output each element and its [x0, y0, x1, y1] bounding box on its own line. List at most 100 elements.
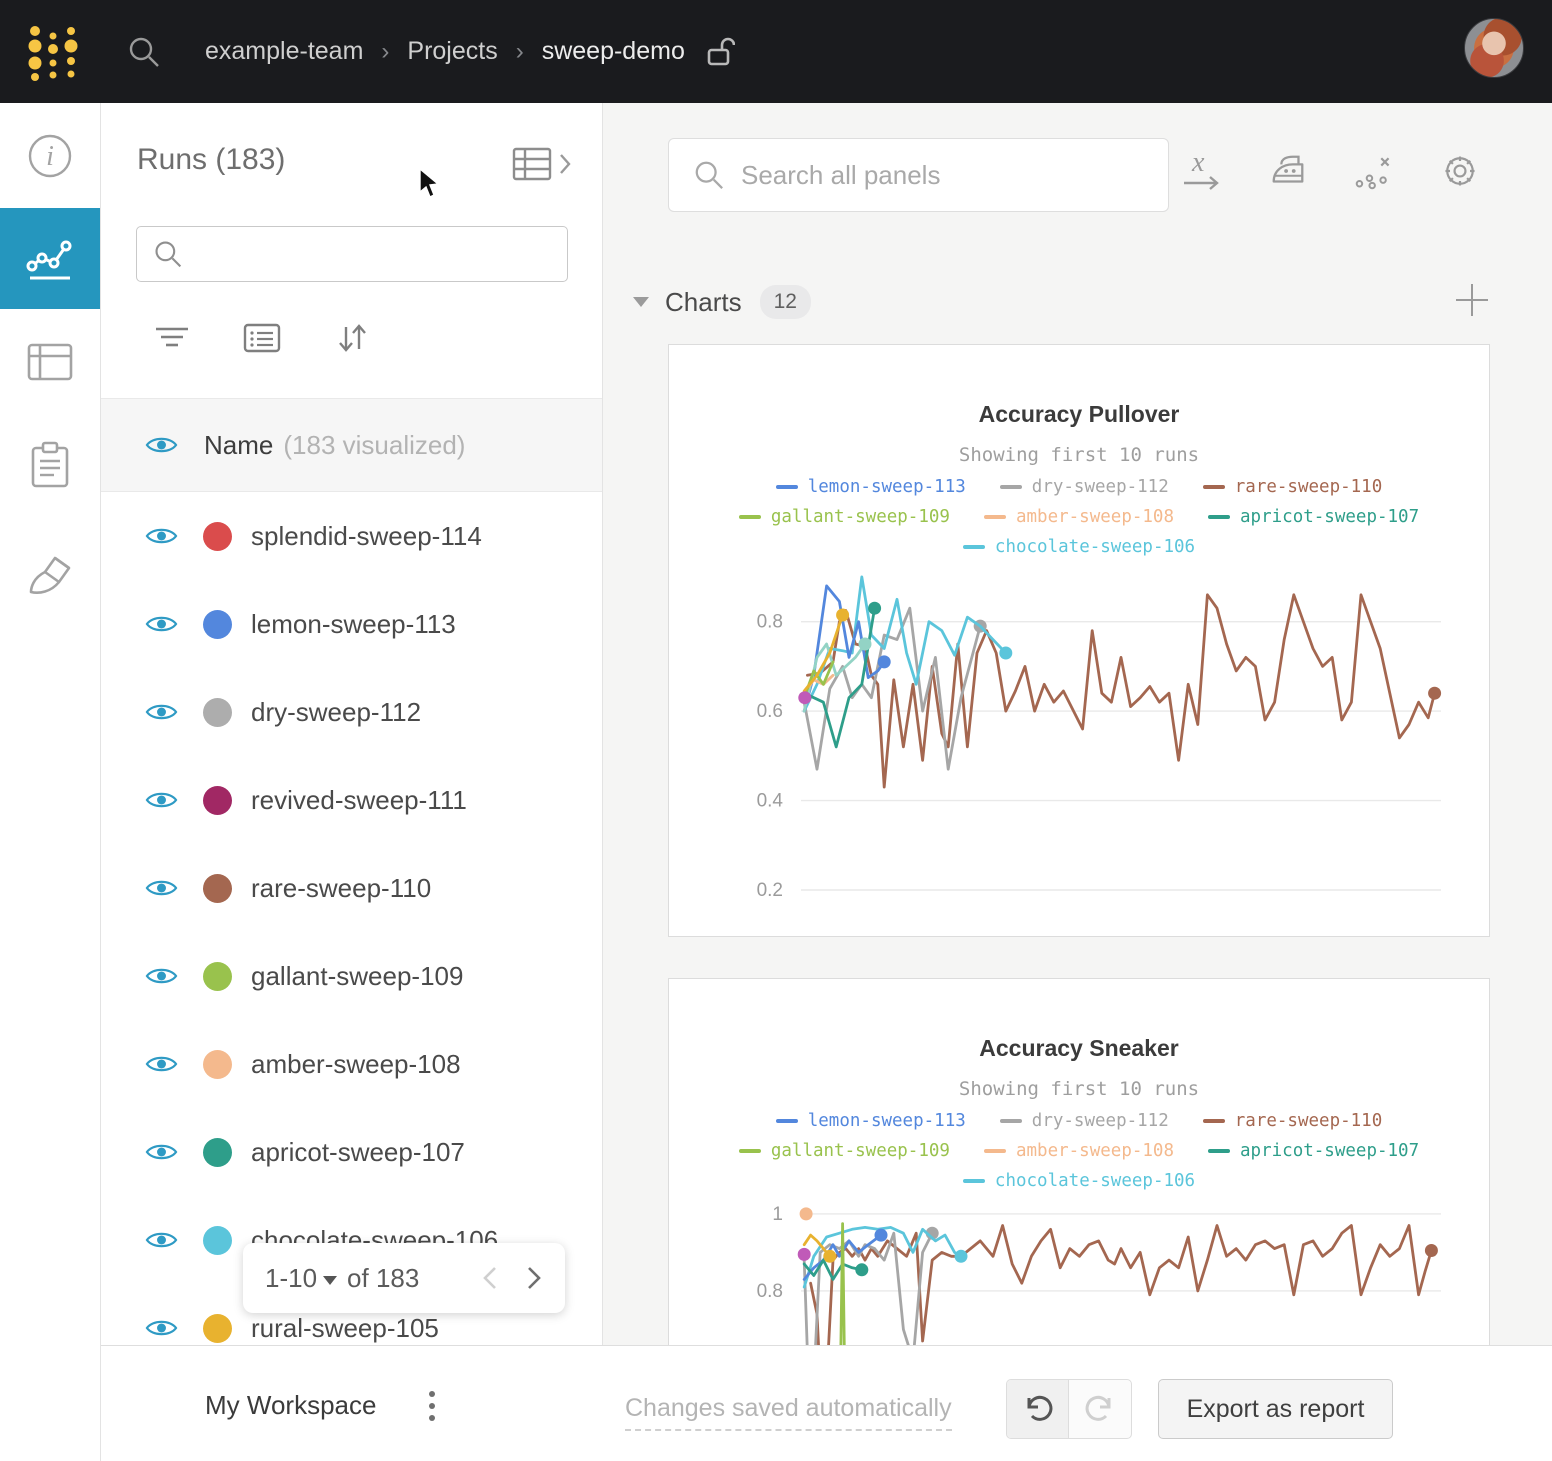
run-name[interactable]: splendid-sweep-114 [251, 520, 482, 551]
wandb-logo[interactable] [27, 23, 79, 81]
rail-item-sweeps[interactable] [0, 525, 100, 626]
legend-item[interactable]: amber-sweep-108 [983, 1138, 1175, 1164]
legend-item[interactable]: rare-sweep-110 [1202, 1108, 1382, 1134]
eye-icon[interactable] [145, 1053, 178, 1075]
legend-item[interactable]: chocolate-sweep-106 [962, 1168, 1196, 1194]
kebab-menu-button[interactable] [419, 1384, 445, 1428]
eye-icon[interactable] [145, 965, 178, 987]
group-button[interactable] [243, 321, 281, 355]
workspace-name[interactable]: My Workspace [205, 1390, 377, 1420]
chart-legend: lemon-sweep-113 dry-sweep-112 rare-sweep-1… [669, 474, 1489, 560]
legend-item[interactable]: gallant-sweep-109 [738, 504, 950, 530]
rail-item-info[interactable]: i [0, 105, 100, 206]
x-axis-settings-button[interactable]: x [1182, 149, 1222, 193]
run-row[interactable]: revived-sweep-111 [101, 756, 602, 844]
run-row[interactable]: rural-sweep-105 [101, 1284, 602, 1372]
run-name[interactable]: apricot-sweep-107 [251, 1136, 465, 1167]
run-name[interactable]: rural-sweep-105 [251, 1312, 439, 1343]
legend-item[interactable]: lemon-sweep-113 [775, 474, 966, 500]
eye-icon[interactable] [145, 789, 178, 811]
run-row[interactable]: gallant-sweep-109 [101, 932, 602, 1020]
outlier-icon [1355, 157, 1390, 190]
chevron-down-icon[interactable] [633, 297, 649, 307]
run-name[interactable]: lemon-sweep-113 [251, 608, 456, 639]
legend-item[interactable]: chocolate-sweep-106 [962, 534, 1195, 560]
unlock-icon [707, 37, 735, 65]
eye-icon[interactable] [145, 1229, 178, 1251]
filter-button[interactable] [153, 321, 191, 355]
page-size-dropdown[interactable]: 1-10 [265, 1263, 338, 1294]
left-rail: i [0, 103, 101, 1461]
legend-label: amber-sweep-108 [1015, 1141, 1175, 1161]
runs-toolbar [153, 321, 371, 355]
line-chart-plot[interactable]: 0.2 0.4 0.6 0.8 [684, 568, 1474, 928]
panel-search-input[interactable] [741, 159, 1168, 191]
rail-item-charts[interactable] [0, 208, 100, 309]
eye-icon[interactable] [145, 613, 178, 635]
run-name[interactable]: amber-sweep-108 [251, 1048, 461, 1079]
svg-text:0.8: 0.8 [757, 612, 783, 633]
add-panel-button[interactable] [1454, 282, 1490, 323]
run-color-dot [203, 873, 232, 903]
sort-button[interactable] [333, 321, 371, 355]
run-name[interactable]: dry-sweep-112 [251, 696, 422, 727]
legend-swatch [1202, 485, 1225, 489]
legend-item[interactable]: amber-sweep-108 [983, 504, 1174, 530]
legend-swatch [999, 1119, 1022, 1123]
eye-icon[interactable] [145, 434, 178, 456]
legend-item[interactable]: dry-sweep-112 [999, 1108, 1169, 1134]
undo-button[interactable] [1007, 1380, 1069, 1438]
run-row[interactable]: amber-sweep-108 [101, 1020, 602, 1108]
legend-item[interactable]: apricot-sweep-107 [1208, 1138, 1419, 1164]
rail-item-table[interactable] [0, 311, 100, 412]
avatar[interactable] [1464, 18, 1524, 78]
search-icon[interactable] [127, 35, 161, 69]
legend-item[interactable]: rare-sweep-110 [1202, 474, 1382, 500]
runs-header-name: Name [204, 429, 274, 460]
run-row[interactable]: apricot-sweep-107 [101, 1108, 602, 1196]
eye-icon[interactable] [145, 701, 178, 723]
breadcrumb-projects[interactable]: Projects [407, 37, 498, 65]
charts-section-label[interactable]: Charts [665, 286, 742, 317]
runs-search-input[interactable] [195, 241, 567, 267]
chevron-right-icon: › [515, 37, 524, 65]
run-row[interactable]: dry-sweep-112 [101, 668, 602, 756]
svg-text:1: 1 [772, 1204, 783, 1225]
run-row[interactable]: lemon-sweep-113 [101, 580, 602, 668]
legend-swatch [983, 1149, 1006, 1153]
expand-runs-table-button[interactable] [512, 147, 572, 181]
settings-button[interactable] [1440, 149, 1480, 193]
chart-panel-accuracy-pullover[interactable]: Accuracy Pullover Showing first 10 runs … [668, 344, 1490, 937]
eye-icon[interactable] [145, 525, 178, 547]
eye-icon[interactable] [145, 1317, 178, 1339]
charts-count-badge: 12 [759, 285, 811, 319]
runs-list-header[interactable]: Name (183 visualized) [101, 398, 602, 492]
smoothing-button[interactable] [1268, 149, 1308, 193]
legend-item[interactable]: apricot-sweep-107 [1208, 504, 1419, 530]
legend-item[interactable]: lemon-sweep-113 [775, 1108, 966, 1134]
run-row[interactable]: splendid-sweep-114 [101, 492, 602, 580]
legend-item[interactable]: dry-sweep-112 [999, 474, 1169, 500]
rail-item-notes[interactable] [0, 414, 100, 515]
run-name[interactable]: revived-sweep-111 [251, 784, 467, 815]
legend-label: apricot-sweep-107 [1240, 1141, 1420, 1161]
outliers-button[interactable] [1354, 149, 1394, 193]
legend-label: chocolate-sweep-106 [994, 1171, 1196, 1191]
eye-icon[interactable] [145, 1141, 178, 1163]
plus-icon [1456, 283, 1488, 316]
sort-icon [339, 324, 366, 352]
redo-button[interactable] [1069, 1380, 1131, 1438]
breadcrumb-project[interactable]: sweep-demo [541, 37, 685, 65]
eye-icon[interactable] [145, 877, 178, 899]
run-color-dot [203, 785, 232, 815]
chevron-right-icon[interactable] [525, 1264, 543, 1292]
run-name[interactable]: rare-sweep-110 [251, 872, 432, 903]
breadcrumb-team[interactable]: example-team [205, 37, 364, 65]
legend-swatch [999, 485, 1022, 489]
run-name[interactable]: gallant-sweep-109 [251, 960, 464, 991]
run-row[interactable]: rare-sweep-110 [101, 844, 602, 932]
chevron-left-icon[interactable] [481, 1264, 499, 1292]
legend-label: dry-sweep-112 [1031, 1111, 1169, 1131]
legend-item[interactable]: gallant-sweep-109 [738, 1138, 950, 1164]
export-as-report-button[interactable]: Export as report [1158, 1379, 1393, 1439]
